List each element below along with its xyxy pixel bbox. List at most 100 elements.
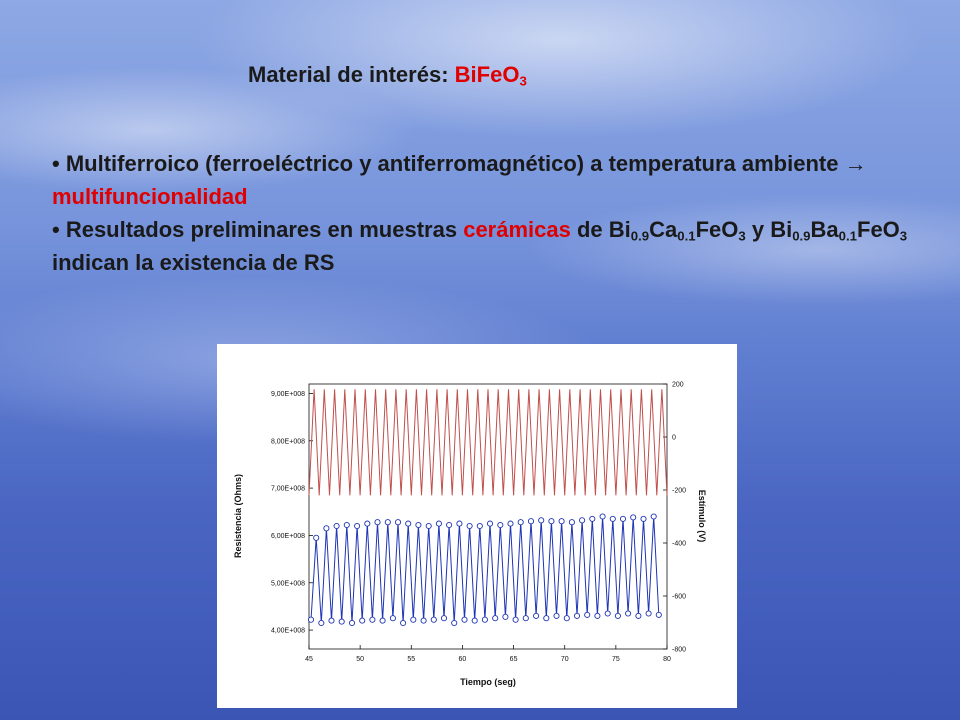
y-left-tick-label: 8,00E+008 (271, 438, 305, 445)
resistance-point (461, 616, 468, 623)
resistance-point (430, 616, 437, 623)
resistance-point (650, 513, 657, 520)
resistance-point (466, 522, 473, 530)
x-tick-label: 70 (561, 656, 569, 663)
resistance-point (476, 522, 483, 530)
resistance-point (394, 519, 402, 526)
y-right-axis-title: Estímulo (V) (697, 490, 707, 543)
x-tick-label: 45 (305, 656, 313, 663)
resistance-point (538, 517, 545, 524)
resistance-point (609, 515, 616, 522)
resistance-point (625, 610, 632, 617)
x-tick-label: 80 (663, 656, 671, 663)
resistance-point (522, 615, 529, 622)
formula-biba: Bi0.9Ba0.1FeO3 (770, 217, 908, 244)
resistance-point (599, 513, 606, 520)
resistance-point (568, 519, 575, 526)
y-right-tick-label: 200 (672, 382, 684, 389)
resistance-point (573, 612, 581, 619)
x-axis-title: Tiempo (seg) (460, 677, 516, 687)
y-left-tick-label: 6,00E+008 (271, 533, 305, 540)
resistance-chart: 45 50 55 60 65 70 75 80 4,00E+008 5,00E+008 6,00E… (217, 344, 737, 708)
x-tick-label: 50 (356, 656, 364, 663)
bullet-1: • Multiferroico (ferroeléctrico y antife… (52, 151, 867, 209)
y-left-tick-label: 5,00E+008 (271, 580, 305, 587)
y-right-tick-label: -600 (672, 594, 686, 601)
resistance-point (492, 615, 499, 622)
resistance-point (543, 615, 550, 622)
resistance-point (374, 519, 381, 526)
resistance-point (451, 619, 458, 627)
title-formula: BiFeO3 (454, 62, 527, 89)
resistance-point (400, 619, 407, 627)
resistance-point (635, 612, 642, 619)
arrow-icon: → (844, 151, 867, 176)
resistance-point (446, 521, 453, 529)
chart-svg: 45 50 55 60 65 70 75 80 4,00E+008 5,00E+008 6,00E… (233, 382, 707, 688)
resistance-point (415, 521, 422, 529)
plot-frame (308, 383, 668, 650)
resistance-point (558, 518, 565, 525)
resistance-point (579, 517, 586, 524)
resistance-point (333, 522, 340, 530)
resistance-point (364, 520, 371, 527)
highlight-multifuncionalidad: multifuncionalidad (52, 184, 248, 209)
resistance-point (420, 617, 427, 624)
resistance-point (645, 610, 652, 617)
resistance-point (384, 519, 391, 526)
resistance-point (348, 619, 356, 627)
y-left-axis-title: Resistencia (Ohms) (233, 474, 243, 558)
resistance-point (512, 616, 519, 623)
resistance-point (553, 612, 560, 619)
y-right-tick-label: -200 (672, 488, 686, 495)
resistance-point (359, 617, 366, 624)
resistance-point (389, 615, 396, 622)
resistance-point (343, 521, 350, 529)
resistance-point (379, 617, 386, 624)
resistance-point (354, 522, 361, 530)
y-right-tick-label: -400 (672, 541, 686, 548)
series-stimulus-line (308, 389, 668, 496)
resistance-point (307, 616, 315, 623)
resistance-point (456, 520, 463, 527)
resistance-point (533, 612, 540, 619)
resistance-point (507, 520, 514, 527)
resistance-point (486, 520, 494, 527)
x-tick-label: 75 (612, 656, 620, 663)
y-right-tick-label: 0 (672, 435, 676, 442)
y-left-tick-label: 9,00E+008 (271, 391, 305, 398)
highlight-ceramicas: cerámicas (463, 217, 571, 242)
y-left-tick-label: 4,00E+008 (271, 628, 305, 635)
title-prefix: Material de interés: (248, 62, 455, 87)
resistance-point (584, 611, 591, 618)
x-tick-label: 65 (510, 656, 518, 663)
resistance-point (313, 534, 320, 541)
resistance-point (481, 616, 488, 623)
resistance-point (548, 518, 555, 525)
resistance-point (410, 616, 417, 623)
bullet-2: • Resultados preliminares en muestras ce… (52, 217, 908, 275)
resistance-point (527, 518, 535, 525)
resistance-point (405, 520, 412, 527)
resistance-point (328, 617, 335, 624)
formula-bica: Bi0.9Ca0.1FeO3 (608, 217, 746, 244)
resistance-point (425, 522, 432, 530)
resistance-point (640, 515, 647, 522)
resistance-point (655, 611, 662, 618)
resistance-point (604, 610, 611, 617)
resistance-point (589, 515, 596, 522)
resistance-point (323, 525, 330, 532)
resistance-point (435, 520, 442, 527)
slide-title: Material de interés: BiFeO3 (248, 62, 527, 88)
resistance-point (594, 612, 601, 619)
resistance-point (471, 617, 478, 624)
resistance-point (440, 615, 448, 622)
resistance-point (619, 515, 627, 522)
resistance-point (338, 618, 345, 625)
resistance-point (502, 613, 509, 620)
x-tick-label: 60 (459, 656, 467, 663)
resistance-point (614, 612, 621, 619)
resistance-point (563, 615, 570, 622)
x-tick-label: 55 (407, 656, 415, 663)
y-right-tick-label: -800 (672, 647, 686, 654)
